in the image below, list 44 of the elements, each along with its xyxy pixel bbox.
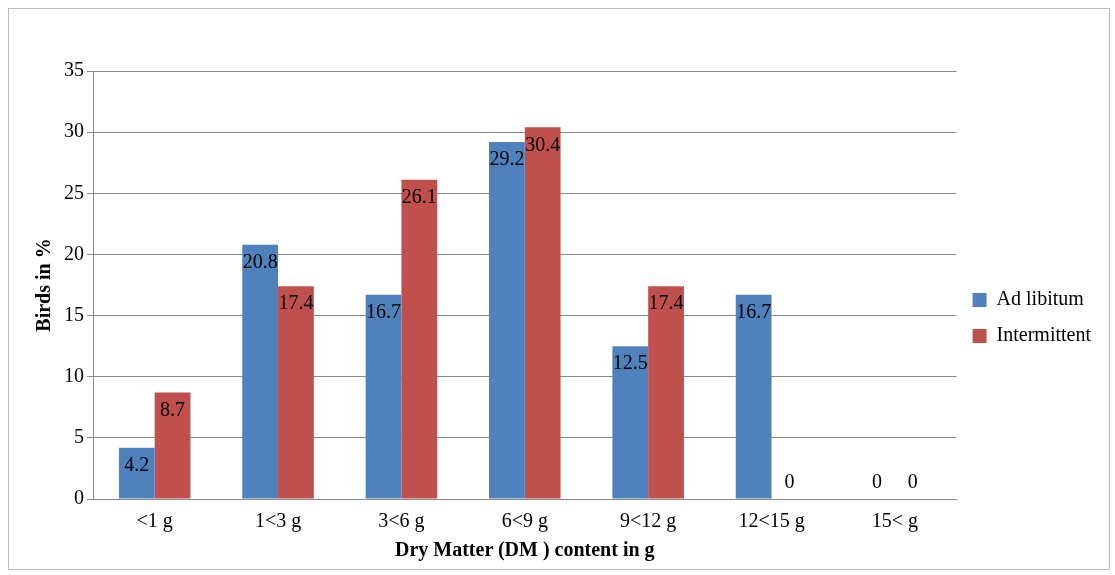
data-label: 16.7 — [366, 300, 402, 323]
legend-label: Intermittent — [996, 323, 1092, 346]
bar — [118, 447, 155, 499]
y-tick-label: 25 — [64, 180, 84, 203]
data-label: 8.7 — [160, 397, 186, 420]
bar — [278, 286, 314, 499]
bar — [242, 244, 279, 499]
y-tick-label: 0 — [74, 486, 84, 509]
bar — [612, 346, 649, 499]
y-tick-label: 15 — [64, 302, 84, 325]
y-axis-title: Birds in % — [32, 238, 55, 332]
y-tick-label: 10 — [64, 363, 84, 386]
x-tick-label: <1 g — [136, 509, 173, 533]
bar — [365, 294, 402, 499]
x-axis-title: Dry Matter (DM ) content in g — [395, 538, 655, 562]
y-tick-label: 30 — [64, 119, 84, 142]
data-label: 0 — [907, 470, 918, 493]
x-tick-label: 12<15 g — [738, 509, 805, 533]
x-tick-label: 3<6 g — [378, 509, 425, 533]
y-tick-label: 20 — [64, 241, 84, 264]
x-tick-label: 9<12 g — [620, 509, 677, 533]
data-label: 16.7 — [736, 300, 772, 323]
bar — [154, 392, 191, 499]
x-tick-label: 15< g — [871, 509, 919, 533]
bar — [524, 127, 561, 499]
data-label: 4.2 — [124, 452, 150, 475]
data-label: 29.2 — [489, 147, 525, 170]
data-label: 17.4 — [648, 291, 684, 314]
y-tick-label: 35 — [64, 58, 84, 81]
x-tick-label: 6<9 g — [501, 509, 548, 533]
y-tick-label: 5 — [74, 425, 84, 448]
data-label: 0 — [872, 470, 883, 493]
data-label: 17.4 — [278, 291, 314, 314]
data-label: 26.1 — [401, 185, 437, 208]
bar — [735, 294, 772, 499]
bar — [401, 179, 438, 499]
data-label: 0 — [784, 470, 795, 493]
data-label: 12.5 — [612, 351, 648, 374]
legend-label: Ad libitum — [996, 287, 1085, 310]
bar — [648, 286, 684, 499]
data-label: 20.8 — [242, 249, 278, 272]
data-label: 30.4 — [525, 132, 561, 155]
x-tick-label: 1<3 g — [254, 509, 302, 533]
bar — [489, 141, 525, 499]
